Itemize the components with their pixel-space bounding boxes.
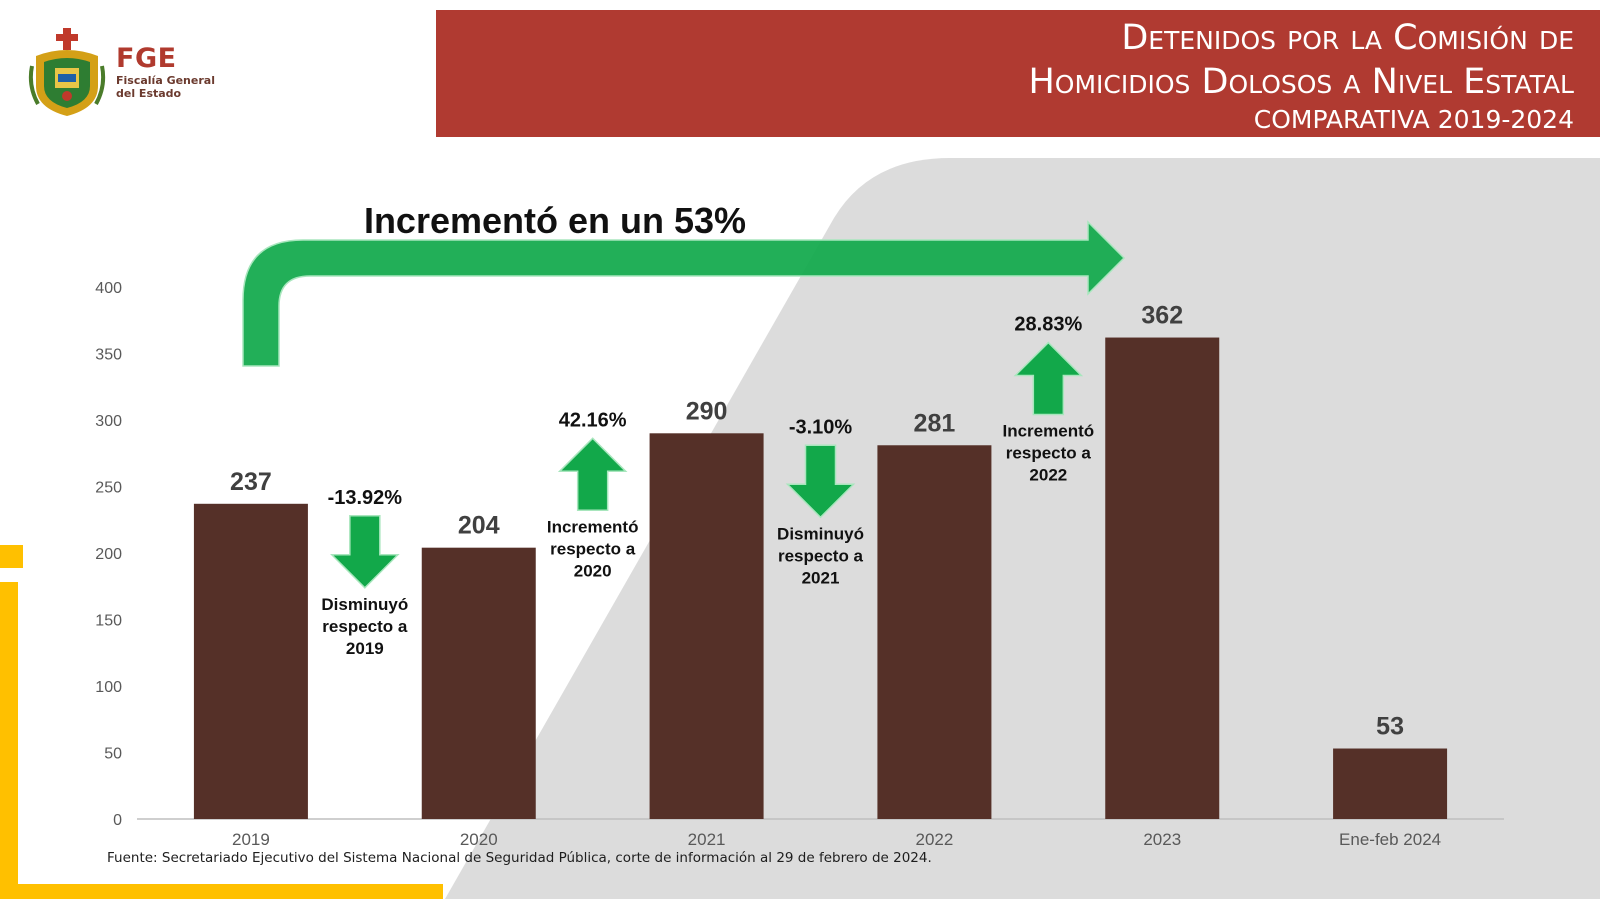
data-label: 53 [1376, 713, 1404, 741]
y-tick-label: 50 [104, 746, 122, 763]
y-tick-label: 400 [95, 280, 122, 297]
chart-bars: 237 204 290 281 362 53 [193, 302, 1448, 819]
data-label: 204 [458, 512, 500, 540]
yellow-accent-horizontal [0, 884, 443, 899]
bar [193, 503, 308, 819]
data-label: 362 [1141, 302, 1183, 330]
headline-text: Incrementó en un 53% [364, 200, 746, 241]
bar [1105, 337, 1220, 819]
change-note: respecto a [322, 617, 408, 636]
agency-logo: FGE Fiscalía General del Estado [28, 26, 215, 118]
y-tick-label: 0 [113, 812, 122, 829]
y-tick-label: 150 [95, 613, 122, 630]
page-title-line2: Homicidios Dolosos a Nivel Estatal [1028, 62, 1574, 102]
title-banner: Detenidos por la Comisión de Homicidios … [436, 10, 1600, 137]
change-percent: -13.92% [328, 487, 403, 509]
change-percent: 28.83% [1014, 314, 1082, 336]
change-note: respecto a [550, 539, 636, 558]
logo-subtitle-line2: del Estado [116, 87, 182, 100]
change-note: 2021 [802, 568, 840, 587]
decrease-arrow-icon [330, 515, 400, 589]
bar [877, 445, 992, 819]
change-note: respecto a [1006, 444, 1092, 463]
change-note: 2022 [1029, 466, 1067, 485]
y-tick-label: 250 [95, 480, 122, 497]
change-note: Incrementó [547, 517, 639, 536]
logo-abbreviation: FGE [116, 43, 177, 74]
y-tick-label: 350 [95, 347, 122, 364]
x-tick-label: 2022 [916, 830, 954, 849]
data-label: 237 [230, 468, 272, 496]
change-note: Disminuyó [777, 524, 864, 543]
bar [421, 547, 536, 819]
x-tick-label: 2019 [232, 830, 270, 849]
x-tick-label: 2020 [460, 830, 498, 849]
source-footnote: Fuente: Secretariado Ejecutivo del Siste… [107, 850, 932, 866]
yellow-accent-block [0, 545, 23, 568]
chart-axes: 0 50 100 150 200 250 300 350 400 2019 2020 2021 2022… [95, 280, 1504, 849]
change-note: respecto a [778, 546, 864, 565]
data-label: 281 [914, 409, 956, 437]
change-percent: 42.16% [559, 409, 627, 431]
change-percent: -3.10% [789, 416, 853, 438]
headline-arrow-body [242, 220, 1126, 367]
logo-subtitle-line1: Fiscalía General [116, 74, 215, 87]
data-label: 290 [686, 397, 728, 425]
page-title-line1: Detenidos por la Comisión de [1121, 18, 1574, 58]
change-note: 2019 [346, 639, 384, 658]
page-subtitle: COMPARATIVA 2019-2024 [1253, 105, 1574, 134]
change-note: 2020 [574, 561, 612, 580]
x-tick-label: Ene-feb 2024 [1339, 830, 1441, 849]
chart-annotations: -13.92% Disminuyó respecto a 2019 42.16% Incr… [321, 314, 1094, 658]
x-tick-label: 2023 [1143, 830, 1181, 849]
change-note: Disminuyó [321, 595, 408, 614]
increase-arrow-icon [1013, 341, 1084, 416]
y-tick-label: 100 [95, 679, 122, 696]
change-note: Incrementó [1003, 422, 1095, 441]
x-tick-label: 2021 [688, 830, 726, 849]
coat-of-arms-icon [28, 28, 106, 116]
y-tick-label: 300 [95, 413, 122, 430]
y-tick-label: 200 [95, 546, 122, 563]
decrease-arrow-icon [785, 444, 856, 519]
headline-arrow: Incrementó en un 53% [242, 200, 1126, 367]
increase-arrow-icon [557, 437, 628, 512]
yellow-accent-vertical [0, 582, 18, 899]
bar [649, 433, 764, 819]
bar [1333, 748, 1448, 819]
